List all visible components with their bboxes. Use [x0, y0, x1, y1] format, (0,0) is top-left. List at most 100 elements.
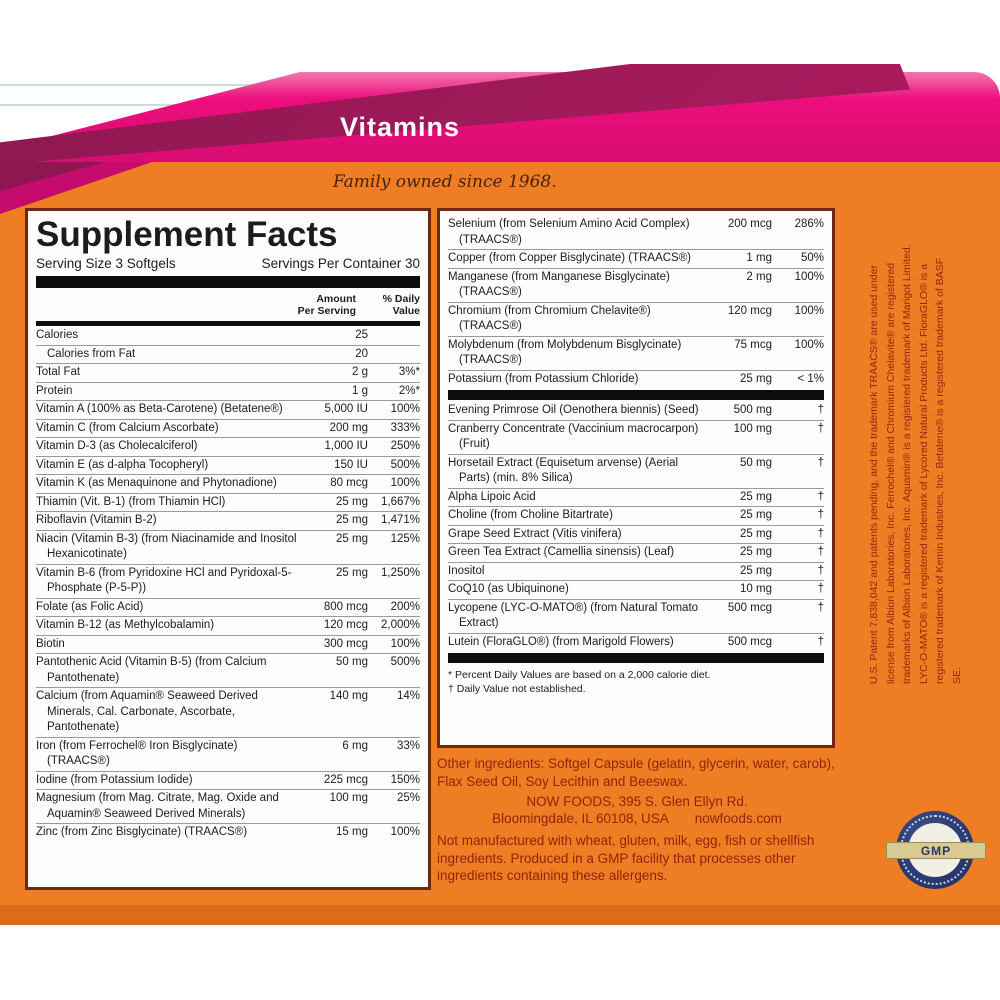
nutrient-row: Vitamin A (100% as Beta-Carotene) (Betat…	[36, 401, 420, 420]
nutrient-dv: < 1%	[797, 372, 824, 385]
nutrient-row: Pantothenic Acid (Vitamin B-5) (from Cal…	[36, 654, 420, 688]
nutrient-amount: 200 mg	[329, 421, 368, 434]
trademark-notice-rotated: U.S. Patent 7,838,042 and patents pendin…	[866, 238, 992, 684]
nutrient-row: Choline (from Choline Bitartrate) 25 mg †	[448, 507, 824, 526]
nutrient-dv: 500%	[390, 458, 420, 471]
nutrient-amount: 1 g	[352, 384, 368, 397]
decorative-line	[0, 84, 480, 86]
nutrient-dv: 100%	[794, 338, 824, 351]
nutrient-row: Zinc (from Zinc Bisglycinate) (TRAACS®) 1…	[36, 824, 420, 842]
nutrient-label: Calcium (from Aquamin® Seaweed Derived M…	[36, 690, 258, 733]
nutrient-row: Riboflavin (Vitamin B-2) 25 mg 1,471%	[36, 512, 420, 531]
footnote-dagger: † Daily Value not established.	[448, 683, 586, 695]
nutrient-label: Lutein (FloraGLO®) (from Marigold Flower…	[448, 635, 674, 648]
section-bar	[36, 276, 420, 288]
nutrient-row: Copper (from Copper Bisglycinate) (TRAAC…	[448, 250, 824, 269]
servings-per-container: Servings Per Container 30	[261, 256, 420, 271]
nutrient-rows-minerals: Selenium (from Selenium Amino Acid Compl…	[448, 216, 824, 388]
nutrient-amount: 25 mg	[336, 566, 368, 579]
gmp-seal-label: GMP	[920, 843, 952, 858]
nutrient-dv: 1,471%	[380, 514, 420, 526]
nutrient-dv: †	[817, 546, 824, 558]
nutrient-row: Green Tea Extract (Camellia sinensis) (L…	[448, 544, 824, 563]
nutrient-amount: 25 mg	[740, 490, 772, 503]
nutrient-dv: †	[817, 635, 824, 648]
nutrient-label: Inositol	[448, 564, 485, 577]
nutrient-row: Selenium (from Selenium Amino Acid Compl…	[448, 216, 824, 250]
nutrient-dv: 125%	[390, 532, 420, 545]
nutrient-amount: 25 mg	[740, 372, 772, 385]
nutrient-amount: 2 mg	[746, 270, 772, 283]
nutrient-row: Iodine (from Potassium Iodide) 225 mcg 150…	[36, 772, 420, 790]
nutrient-dv: 14%	[396, 690, 420, 702]
nutrient-amount: 100 mg	[733, 422, 772, 435]
nutrient-row: CoQ10 (as Ubiquinone) 10 mg †	[448, 581, 824, 600]
nutrient-dv: 1,667%	[380, 495, 420, 508]
nutrient-label: Vitamin D-3 (as Cholecalciferol)	[36, 440, 198, 452]
column-headers: Amount Per Serving % Daily Value	[36, 289, 420, 320]
nutrient-amount: 80 mcg	[330, 477, 368, 489]
brand-tagline: Family owned since 1968.	[333, 172, 557, 192]
nutrient-label: Calories	[36, 329, 79, 341]
nutrient-label: Manganese (from Manganese Bisglycinate) …	[448, 270, 670, 299]
nutrient-dv: 200%	[390, 600, 420, 613]
nutrient-rows-botanicals: Evening Primrose Oil (Oenothera biennis)…	[448, 402, 824, 651]
nutrient-label: Calories from Fat	[47, 347, 136, 360]
gmp-seal: GMP	[886, 811, 986, 891]
nutrient-dv: 2%*	[398, 384, 420, 397]
nutrient-label: Grape Seed Extract (Vitis vinifera)	[448, 527, 622, 540]
gmp-seal-ribbon: GMP	[886, 842, 986, 859]
nutrient-amount: 1 mg	[746, 252, 772, 264]
nutrient-label: Thiamin (Vit. B-1) (from Thiamin HCl)	[36, 495, 226, 508]
nutrient-dv: 500%	[390, 656, 420, 668]
nutrient-dv: 33%	[396, 739, 420, 752]
nutrient-row: Thiamin (Vit. B-1) (from Thiamin HCl) 25 …	[36, 494, 420, 512]
website: nowfoods.com	[694, 811, 782, 826]
nutrient-dv: 100%	[390, 477, 420, 489]
nutrient-row: Biotin 300 mcg 100%	[36, 636, 420, 654]
nutrient-label: Vitamin B-6 (from Pyridoxine HCl and Pyr…	[36, 566, 292, 595]
serving-size: Serving Size 3 Softgels	[36, 256, 176, 271]
nutrient-amount: 100 mg	[329, 792, 368, 804]
nutrient-amount: 25 mg	[740, 546, 772, 558]
nutrient-label: Iron (from Ferrochel® Iron Bisglycinate)…	[36, 739, 238, 768]
nutrient-amount: 25 mg	[336, 532, 368, 545]
nutrient-label: Cranberry Concentrate (Vaccinium macroca…	[448, 422, 699, 451]
nutrient-row: Folate (as Folic Acid) 800 mcg 200%	[36, 599, 420, 617]
nutrient-row: Horsetail Extract (Equisetum arvense) (A…	[448, 455, 824, 489]
nutrient-label: Biotin	[36, 637, 65, 650]
nutrient-label: Protein	[36, 384, 73, 397]
supplement-facts-title: Supplement Facts	[36, 215, 338, 254]
nutrient-row: Iron (from Ferrochel® Iron Bisglycinate)…	[36, 738, 420, 772]
nutrient-label: Vitamin C (from Calcium Ascorbate)	[36, 421, 219, 434]
nutrient-dv: 25%	[396, 792, 420, 804]
section-bar	[448, 390, 824, 400]
nutrient-row: Evening Primrose Oil (Oenothera biennis)…	[448, 402, 824, 421]
nutrient-label: Riboflavin (Vitamin B-2)	[36, 514, 157, 526]
nutrient-dv: 250%	[390, 440, 420, 452]
nutrient-row: Calcium (from Aquamin® Seaweed Derived M…	[36, 688, 420, 738]
nutrient-row: Vitamin D-3 (as Cholecalciferol) 1,000 IU…	[36, 438, 420, 457]
nutrient-row: Magnesium (from Mag. Citrate, Mag. Oxide…	[36, 790, 420, 824]
nutrient-amount: 25 mg	[740, 509, 772, 521]
nutrient-amount: 120 mcg	[323, 619, 368, 631]
nutrient-label: Choline (from Choline Bitartrate)	[448, 509, 613, 521]
trademark-notice-text: U.S. Patent 7,838,042 and patents pendin…	[868, 244, 963, 684]
serving-info: Serving Size 3 Softgels Servings Per Con…	[36, 254, 420, 275]
address-line2: Bloomingdale, IL 60108, USA	[492, 811, 669, 826]
nutrient-dv: †	[817, 422, 824, 435]
nutrient-row: Grape Seed Extract (Vitis vinifera) 25 mg…	[448, 526, 824, 544]
nutrient-dv: †	[817, 456, 824, 469]
nutrient-amount: 6 mg	[342, 739, 368, 752]
nutrient-label: Green Tea Extract (Camellia sinensis) (L…	[448, 546, 675, 558]
nutrient-amount: 25 mg	[336, 495, 368, 508]
nutrient-dv: †	[817, 601, 824, 614]
nutrient-label: Copper (from Copper Bisglycinate) (TRAAC…	[448, 252, 692, 264]
nutrient-row: Calories from Fat 20	[36, 346, 420, 364]
nutrient-amount: 500 mg	[733, 404, 772, 416]
nutrient-row: Vitamin B-12 (as Methylcobalamin) 120 mcg…	[36, 617, 420, 636]
section-bar	[448, 653, 824, 663]
label-bottom-edge	[0, 905, 1000, 925]
nutrient-label: Lycopene (LYC-O-MATO®) (from Natural Tom…	[448, 601, 699, 630]
